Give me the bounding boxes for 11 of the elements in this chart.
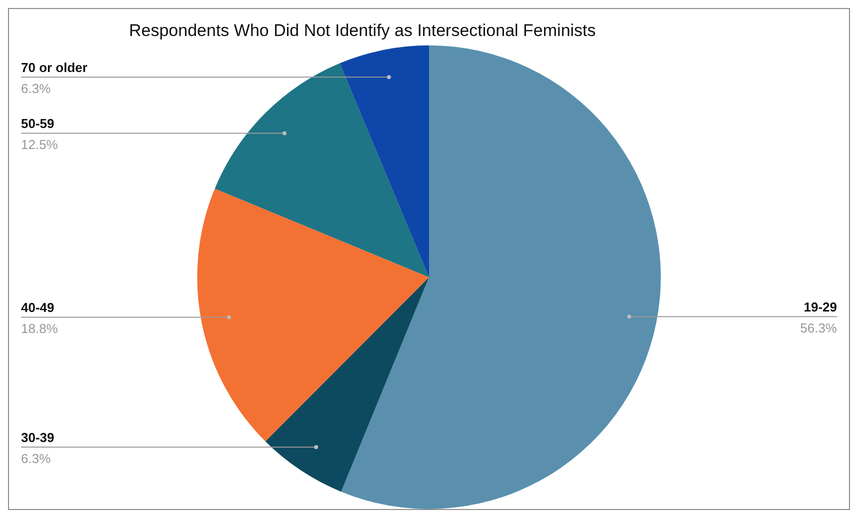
data-label: 18.8% bbox=[21, 321, 58, 336]
data-label: 6.3% bbox=[21, 81, 52, 96]
chart-title: Respondents Who Did Not Identify as Intersectional Feminists bbox=[129, 20, 596, 40]
data-label: 12.5% bbox=[21, 137, 58, 152]
slice-label: 70 or older bbox=[21, 60, 88, 76]
slice-label: 50-59 bbox=[21, 116, 54, 132]
data-label: 6.3% bbox=[21, 451, 52, 466]
slice-label: 40-49 bbox=[21, 300, 54, 316]
slice-label: 30-39 bbox=[21, 430, 54, 446]
slice-label: 19-29 bbox=[804, 300, 837, 315]
data-label: 56.3% bbox=[800, 320, 838, 336]
